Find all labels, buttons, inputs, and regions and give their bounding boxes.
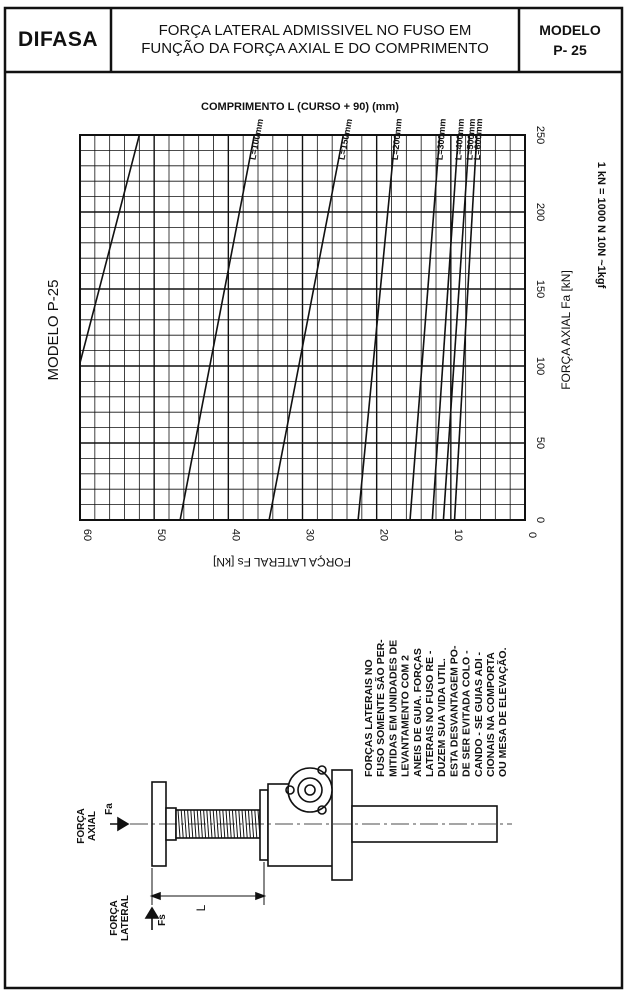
note-line: LATERAIS NO FUSO RE - bbox=[424, 650, 436, 777]
brand-logo: DIFASA bbox=[17, 28, 98, 51]
worm-bore bbox=[297, 777, 323, 803]
y-tick-label: 250 bbox=[534, 126, 546, 144]
dim-arrow-1 bbox=[149, 891, 161, 901]
series-line bbox=[268, 134, 345, 521]
axial-label-1: FORÇA bbox=[76, 808, 87, 844]
x-axis-label: FORÇA LATERAL Fs [kN] bbox=[213, 555, 351, 569]
plot-border bbox=[79, 134, 526, 521]
axial-symbol: Fa bbox=[104, 803, 115, 815]
note-line: LEVANTAMENTO COM 2 bbox=[400, 655, 412, 777]
bolt-1 bbox=[317, 765, 327, 775]
note-line: ANEIS DE GUIA. FORÇAS bbox=[412, 648, 424, 777]
x-tick-label: 10 bbox=[452, 529, 464, 541]
chart-title: COMPRIMENTO L (CURSO + 90) (mm) bbox=[201, 101, 399, 113]
model-value: P- 25 bbox=[553, 42, 587, 58]
thread-stroke bbox=[235, 809, 239, 839]
y-tick-label: 0 bbox=[534, 517, 546, 523]
housing-base bbox=[331, 769, 353, 881]
model-box: MODELO P- 25 bbox=[520, 10, 620, 70]
note-line: OU MESA DE ELEVAÇÃO. bbox=[496, 647, 509, 777]
title-line-2: FUNÇÃO DA FORÇA AXIAL E DO COMPRIMENTO bbox=[141, 40, 489, 57]
series-line bbox=[179, 134, 256, 521]
sheet-title: FORÇA LATERAL ADMISSIVEL NO FUSO EM FUNÇ… bbox=[112, 10, 518, 70]
outer-frame bbox=[3, 6, 624, 990]
note-line: MITIDAS EM UNIDADES DE bbox=[387, 640, 399, 777]
series-label: L=300mm bbox=[435, 118, 448, 160]
series-line bbox=[357, 134, 397, 521]
screw-jack-drawing bbox=[110, 765, 512, 930]
y-tick-label: 150 bbox=[534, 280, 546, 298]
note-line: CIONAIS NA COMPORTA bbox=[485, 652, 497, 777]
side-model-label: MODELO P-25 bbox=[45, 280, 62, 381]
x-tick-label: 20 bbox=[378, 529, 390, 541]
x-tick-label: 60 bbox=[81, 529, 93, 541]
series-label: L=100mm bbox=[247, 118, 265, 161]
note-line: CANDO - SE GUIAS ADI - bbox=[473, 651, 485, 777]
thread-stroke bbox=[183, 809, 187, 839]
thread-stroke bbox=[206, 809, 210, 839]
y-tick-label: 50 bbox=[534, 437, 546, 449]
bolt-3 bbox=[285, 785, 295, 795]
chart-lines bbox=[79, 134, 478, 521]
lateral-symbol: Fs bbox=[157, 914, 168, 926]
series-label: L=600mm bbox=[472, 118, 484, 160]
unit-note: 1 kN = 1000 N 10N ~1kgf bbox=[595, 162, 607, 289]
thread-stroke bbox=[212, 809, 216, 839]
thread-stroke bbox=[241, 809, 245, 839]
bolt-2 bbox=[317, 805, 327, 815]
x-tick-label: 40 bbox=[229, 529, 241, 541]
note-line: DE SER EVITADA COLO - bbox=[461, 650, 473, 777]
x-tick-label: 0 bbox=[526, 532, 538, 538]
series-label: L=200mm bbox=[390, 118, 404, 161]
lateral-arrow-head bbox=[144, 906, 160, 919]
series-label: L=500mm bbox=[464, 118, 477, 160]
y-tick-label: 100 bbox=[534, 357, 546, 375]
note-line: ESTA DESVANTAGEM PO- bbox=[448, 645, 460, 777]
worm-housing bbox=[287, 767, 333, 813]
y-tick-label: 200 bbox=[534, 203, 546, 221]
lateral-label-2: LATERAL bbox=[120, 895, 131, 941]
y-axis-label: FORÇA AXIAL Fa [kN] bbox=[559, 270, 573, 390]
chart-line-labels: L=100mm L=150mm L=200mm L=300mm L=400mmL=500… bbox=[247, 118, 484, 161]
chart-grid bbox=[79, 134, 526, 521]
x-tick-label: 50 bbox=[155, 529, 167, 541]
housing-flange bbox=[259, 789, 269, 861]
note-text: FORÇAS LATERAIS NO FUSO SOMENTE SÃO PER- M… bbox=[363, 639, 509, 777]
series-label: L=400mm bbox=[453, 118, 466, 160]
series-label: L=150mm bbox=[336, 118, 354, 161]
title-line-1: FORÇA LATERAL ADMISSIVEL NO FUSO EM bbox=[158, 22, 472, 39]
series-line bbox=[431, 134, 460, 521]
axial-arrow-head bbox=[117, 816, 130, 832]
length-symbol: L bbox=[194, 904, 208, 911]
model-label: MODELO bbox=[539, 22, 601, 38]
axial-label-2: AXIAL bbox=[87, 811, 98, 841]
series-line bbox=[79, 134, 141, 364]
dim-arrow-2 bbox=[255, 891, 267, 901]
series-line bbox=[409, 134, 441, 521]
note-line: FUSO SOMENTE SÃO PER- bbox=[374, 639, 387, 777]
worm-shaft bbox=[304, 784, 316, 796]
chart-ticks: 0 10 20 30 40 50 60 0 50 100 150 200 250 bbox=[81, 126, 546, 541]
note-line: DUZEM SUA VIDA UTIL. bbox=[436, 658, 448, 777]
lateral-label-1: FORÇA bbox=[109, 900, 120, 936]
thread-stroke bbox=[177, 809, 181, 839]
series-line bbox=[453, 134, 478, 521]
note-line: FORÇAS LATERAIS NO bbox=[363, 659, 375, 777]
x-tick-label: 30 bbox=[304, 529, 316, 541]
series-line bbox=[442, 134, 471, 521]
